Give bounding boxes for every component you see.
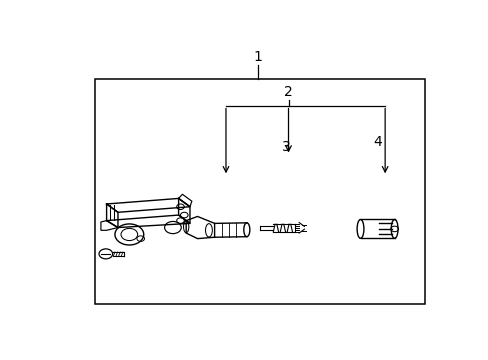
Bar [95,79,424,304]
Text: 4: 4 [372,135,381,149]
Text: 2: 2 [284,85,292,99]
Text: 3: 3 [282,140,290,154]
Text: 1: 1 [253,50,262,64]
